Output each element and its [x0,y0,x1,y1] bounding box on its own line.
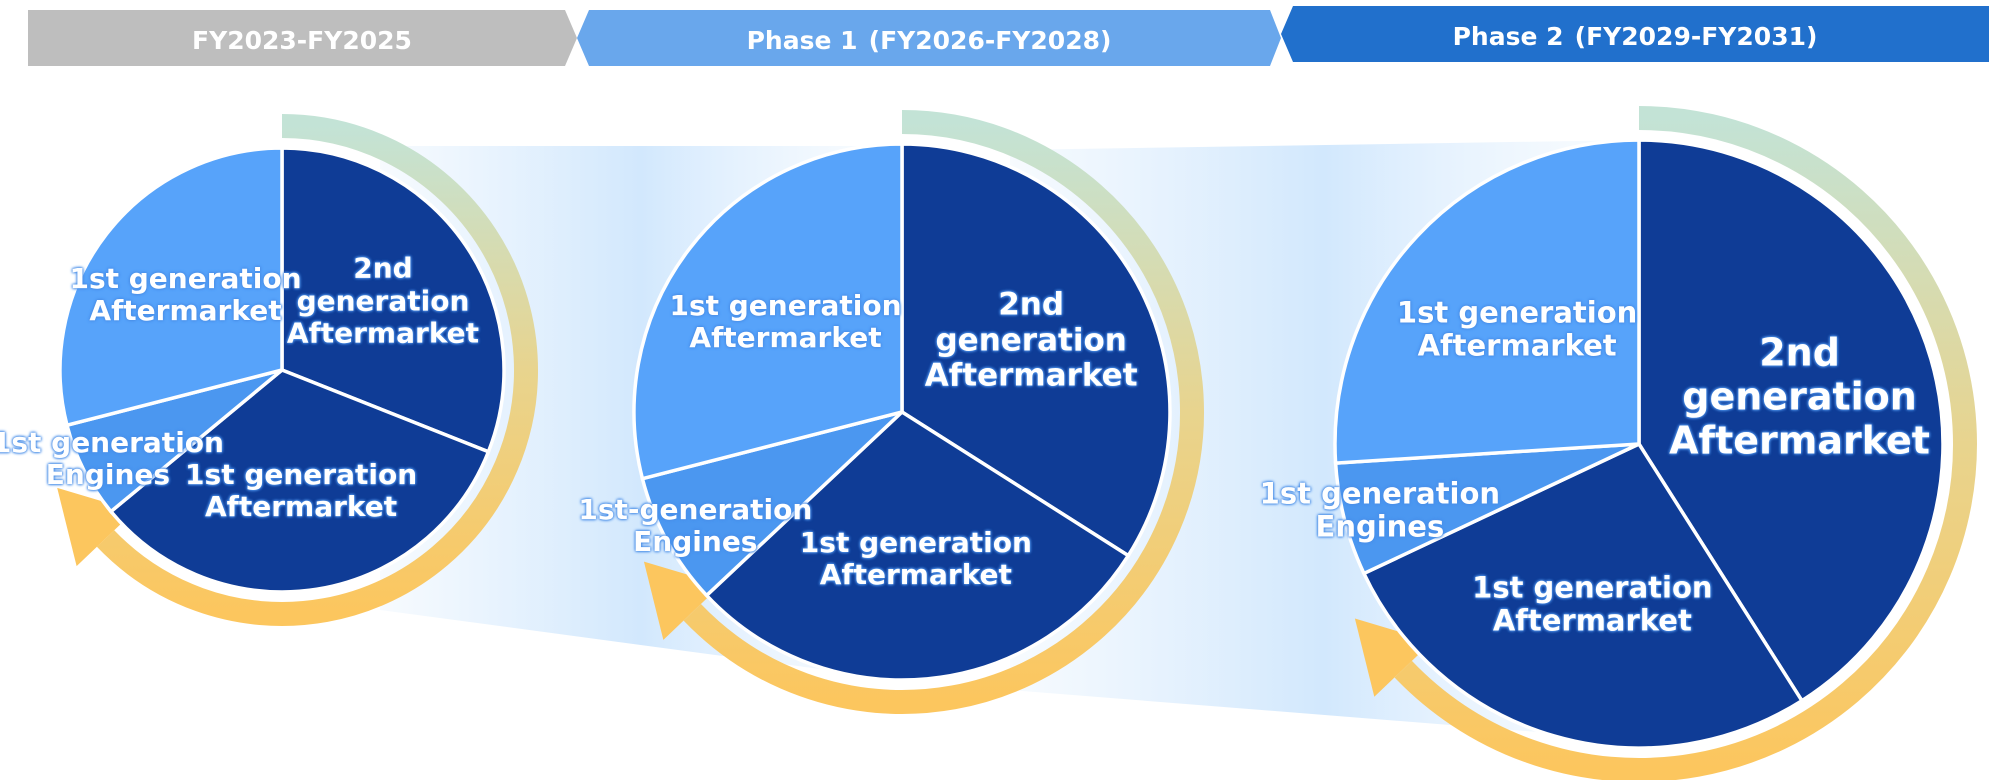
slice-label: 1st generation Aftermarket [69,261,302,328]
header-title: Phase 1 [746,26,858,55]
header-subtitle: (FY2026-FY2028) [868,26,1112,55]
cycle-ring [683,110,1204,714]
header-title: Phase 1 (FY2026-FY2028) [747,19,1112,57]
header-chevron [577,10,1281,66]
slice-label: 1st-generation Engines [578,492,813,558]
cycle-ring [96,114,538,626]
pie-slice [640,410,904,598]
cycle-ring [1394,106,1977,780]
pie-slice [704,409,1131,682]
header-title: FY2023-FY2025 [192,26,412,55]
slice-label: 1st generation Aftermarket [669,288,902,354]
pie-slice [280,146,506,454]
header-chevron [28,10,577,66]
pie-slice [1333,138,1641,465]
header-title: Phase 2 (FY2029-FY2031) [1453,15,1818,53]
slice-label: 1st generation Aftermarket [1472,570,1713,638]
header-subtitle: (FY2029-FY2031) [1574,22,1818,51]
slice-label: 2nd generation Aftermarket [1669,330,1930,463]
pie-slice [108,367,491,594]
pie-slice [58,146,284,428]
slice-label: 1st generation Engines [1259,476,1501,544]
slice-label: 1st generation Aftermarket [185,457,418,523]
slice-label: 1st generation Aftermarket [799,525,1032,591]
header-title: FY2023-FY2025 [192,19,412,57]
pie-slice [632,142,904,481]
header-title: Phase 2 [1452,22,1564,51]
header-chevron [1281,6,1989,62]
slice-label: 2nd generation Aftermarket [286,252,480,350]
slice-label: 1st generation Engines [0,425,224,491]
pie-slice [1361,441,1805,750]
slice-label: 1st generation Aftermarket [1396,295,1638,363]
slice-label: 2nd generation Aftermarket [924,286,1138,394]
